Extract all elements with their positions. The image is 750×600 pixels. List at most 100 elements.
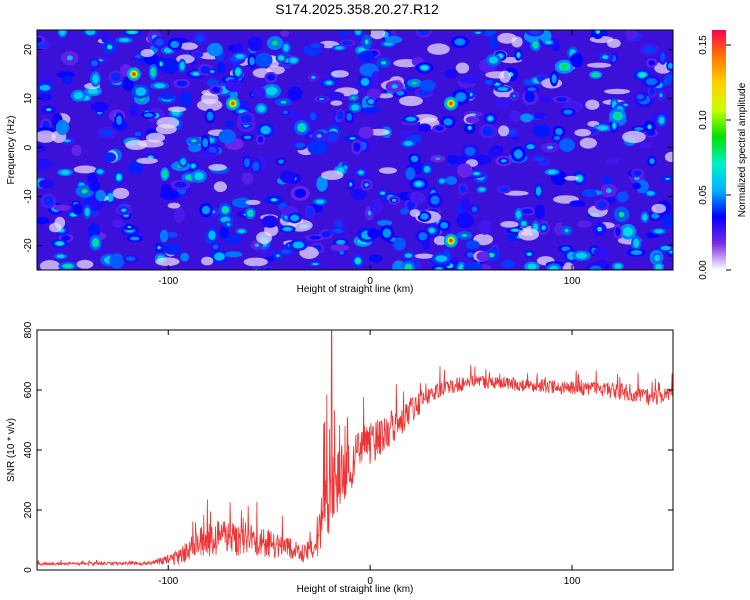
spectrogram-cell [252, 86, 266, 101]
spectrogram-cell [391, 198, 397, 202]
spectrogram-cell [206, 111, 214, 121]
spectrogram-cell [473, 172, 480, 176]
colorbar: 0.00 0.05 0.10 0.15 Normalized spectral amp… [698, 30, 748, 280]
spectrogram-cell [170, 40, 180, 49]
spectrogram-cell [404, 253, 413, 258]
spectrogram-cell [489, 34, 499, 50]
spectrogram-cell [179, 91, 192, 108]
spectrogram-cell [533, 156, 545, 162]
spectrogram-cell [120, 208, 127, 213]
spectrogram-cell [129, 236, 140, 241]
spectrogram-cell [574, 128, 592, 137]
spectrogram-cell [143, 113, 154, 118]
y-tick-label: -10 [23, 189, 34, 204]
spectrogram-cell [325, 80, 333, 85]
spectrogram-cell [56, 242, 63, 245]
spectrogram-cell [87, 88, 99, 95]
spectrogram-cell [427, 43, 450, 55]
spectrogram-cell [604, 88, 631, 95]
spectrogram-cell [136, 157, 158, 164]
spectrogram-cell [393, 237, 406, 251]
spectrogram-cell [265, 86, 278, 96]
spectrogram-cell [663, 78, 672, 86]
spectrogram-cell [643, 46, 656, 54]
spectrogram-cell [93, 239, 98, 246]
spectrogram-cell [660, 245, 672, 251]
spectrogram-cell [257, 136, 264, 143]
spectrogram-cell [355, 258, 360, 264]
spectrogram-cell [512, 229, 519, 232]
spectrogram-cell [527, 87, 537, 92]
spectrogram-cell [316, 175, 328, 192]
spectrogram-cell [358, 50, 375, 63]
spectrogram-cell [315, 199, 325, 204]
spectrogram-cell [596, 125, 608, 131]
spectrogram-cell [459, 185, 467, 193]
spectrogram-cell [586, 62, 612, 68]
y-tick-label: 10 [23, 93, 34, 105]
spectrogram-cell [191, 139, 197, 143]
spectrogram-cell [538, 95, 552, 103]
spectrogram-cell [342, 40, 353, 45]
spectrogram-cell [53, 204, 71, 211]
spectrogram-cell [410, 155, 419, 163]
spectrogram-cell [563, 109, 573, 115]
spectrogram-cell [321, 170, 344, 180]
colorbar-gradient [712, 30, 726, 270]
spectrogram-cell [321, 231, 331, 238]
spectrogram-cell [179, 42, 198, 50]
spectrogram-cell [500, 159, 507, 163]
spectrogram-cell [151, 69, 155, 75]
colorbar-tick-label: 0.15 [698, 35, 709, 55]
spectrogram-cell [310, 112, 317, 121]
spectrogram-cell [564, 175, 579, 181]
spectrogram-cell [38, 92, 53, 102]
spectrogram-cell [368, 128, 390, 136]
spectrogram-cell [218, 129, 237, 144]
spectrogram-cell [478, 187, 485, 192]
x-tick-label: 100 [564, 576, 581, 587]
spectrogram-cell [179, 61, 185, 71]
spectrogram-cell [457, 163, 473, 178]
spectrogram-cell [438, 178, 445, 184]
spectrogram-cell [618, 211, 625, 218]
spectrogram-cell [351, 96, 356, 99]
spectrogram-cell [507, 234, 517, 242]
spectrogram-cell [465, 116, 480, 124]
y-tick-label: 20 [23, 44, 34, 56]
spectrogram-cell [444, 69, 459, 79]
spectrogram-cell [368, 254, 383, 263]
spectrogram-cell [157, 245, 161, 250]
spectrogram-cell [241, 114, 252, 123]
spectrogram-cell [261, 215, 279, 228]
spectrogram-cell [575, 252, 588, 259]
spectrogram-cell [614, 263, 622, 269]
spectrogram-cell [90, 60, 98, 67]
spectrogram-cell [547, 170, 557, 175]
spectrogram-cell [354, 30, 362, 36]
spectrogram-cell [312, 262, 319, 266]
spectrogram-cell [406, 265, 411, 270]
spectrogram-cell [503, 190, 529, 196]
spectrogram-cell [260, 125, 271, 135]
spectrogram-cell [411, 81, 418, 85]
spectrogram-cell [458, 264, 465, 270]
spectrogram-cell [455, 92, 467, 102]
spectrogram-cell [516, 210, 522, 219]
y-tick-label: 0 [23, 144, 34, 150]
spectrogram-peak [131, 72, 136, 77]
spectrogram-cell [535, 186, 542, 196]
spectrogram-cell [527, 252, 531, 256]
spectrogram-cell [615, 227, 621, 237]
spectrogram-cell [377, 219, 393, 226]
spectrogram-cell [649, 87, 655, 96]
snr-panel: -100 0 100 0 200 400 600 800 Height of straight… [6, 321, 674, 595]
spectrogram-cell [498, 125, 510, 137]
spectrogram-cell [95, 189, 106, 202]
spectrogram-cell [465, 240, 480, 250]
spectrogram-cell [338, 250, 345, 255]
spectrogram-cell [73, 92, 83, 100]
spectrogram-cell [280, 30, 290, 38]
spectrogram-cell [350, 188, 367, 201]
